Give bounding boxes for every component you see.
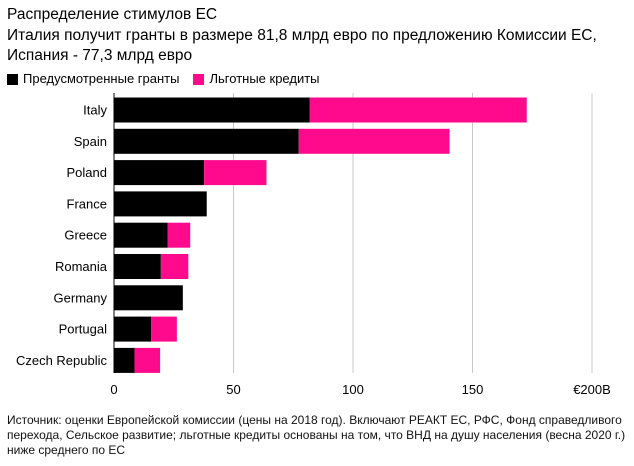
bar-grants bbox=[114, 97, 310, 123]
x-tick-label: 100 bbox=[342, 382, 364, 397]
legend: Предусмотренные гранты Льготные кредиты bbox=[7, 71, 334, 87]
legend-swatch-grants bbox=[7, 73, 18, 85]
legend-swatch-loans bbox=[193, 73, 205, 85]
y-category-label: Spain bbox=[74, 134, 107, 149]
bar-grants bbox=[114, 316, 152, 342]
bar-loans bbox=[167, 222, 191, 248]
bar-grants bbox=[114, 191, 207, 217]
y-category-label: France bbox=[67, 196, 107, 211]
bar-grants bbox=[114, 347, 135, 373]
bar-chart: 0 50 100 150 €200B Italy Spain Poland France Gree… bbox=[16, 93, 611, 397]
bar-loans bbox=[309, 97, 527, 123]
x-tick-label: 50 bbox=[226, 382, 240, 397]
legend-item-loans: Льготные кредиты bbox=[193, 71, 320, 87]
source-note: Источник: оценки Европейской комиссии (ц… bbox=[7, 413, 626, 457]
x-tick-label: 150 bbox=[462, 382, 484, 397]
bar-loans bbox=[204, 160, 267, 186]
bar-loans bbox=[160, 254, 189, 279]
bar-grants bbox=[114, 128, 299, 154]
bar-grants bbox=[114, 254, 161, 279]
legend-label-loans: Льготные кредиты bbox=[209, 71, 320, 86]
x-tick-label: €200B bbox=[573, 382, 611, 397]
chart-subtitle: Италия получит гранты в размере 81,8 млр… bbox=[7, 27, 597, 64]
y-category-label: Czech Republic bbox=[16, 353, 108, 368]
y-category-label: Italy bbox=[83, 103, 107, 118]
bar-grants bbox=[114, 285, 183, 311]
bar-grants bbox=[114, 160, 205, 186]
bar-loans bbox=[134, 347, 161, 373]
bar-grants bbox=[114, 222, 168, 248]
y-category-label: Poland bbox=[67, 165, 107, 180]
y-category-label: Greece bbox=[64, 228, 107, 243]
legend-item-grants: Предусмотренные гранты bbox=[7, 71, 179, 87]
x-tick-label: 0 bbox=[110, 382, 117, 397]
bar-loans bbox=[151, 316, 177, 342]
y-category-label: Romania bbox=[55, 259, 108, 274]
legend-label-grants: Предусмотренные гранты bbox=[23, 71, 180, 86]
y-category-label: Germany bbox=[54, 290, 108, 305]
y-category-label: Portugal bbox=[59, 322, 108, 337]
bar-loans bbox=[298, 128, 450, 154]
chart-title: Распределение стимулов ЕС bbox=[7, 6, 218, 23]
